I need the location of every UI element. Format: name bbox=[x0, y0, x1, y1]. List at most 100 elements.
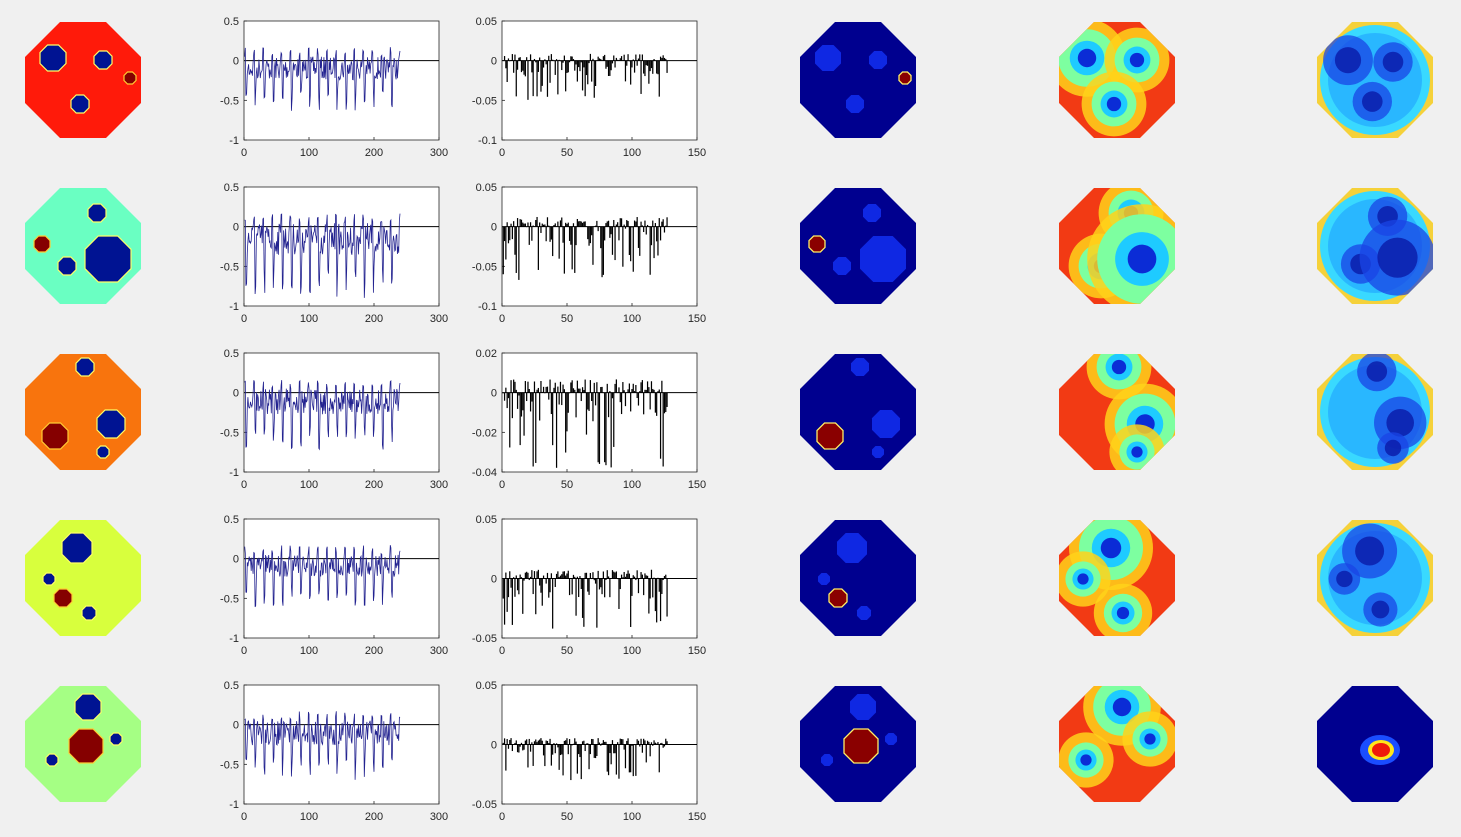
difference-bar bbox=[544, 744, 546, 767]
difference-bar bbox=[567, 60, 569, 73]
difference-bar bbox=[635, 744, 637, 776]
difference-bar bbox=[533, 571, 536, 579]
difference-bar bbox=[507, 58, 510, 61]
difference-bar bbox=[532, 744, 534, 766]
difference-bar bbox=[503, 392, 506, 401]
difference-bar bbox=[550, 226, 552, 240]
difference-bar bbox=[666, 60, 668, 73]
inclusion bbox=[857, 606, 871, 620]
difference-bar bbox=[637, 392, 640, 406]
difference-bar bbox=[571, 744, 573, 746]
difference-bar bbox=[523, 392, 525, 436]
difference-bar bbox=[593, 60, 595, 98]
difference-bar bbox=[601, 578, 603, 595]
y-tick-label: -0.5 bbox=[220, 593, 239, 605]
blob bbox=[1362, 91, 1383, 112]
x-tick-label: 200 bbox=[365, 645, 383, 657]
difference-bar bbox=[654, 742, 656, 745]
difference-bar bbox=[604, 226, 606, 241]
difference-bar bbox=[636, 60, 638, 66]
difference-bar bbox=[570, 382, 572, 393]
difference-bar bbox=[644, 220, 646, 227]
difference-bar bbox=[570, 226, 572, 245]
x-tick-label: 200 bbox=[365, 147, 383, 159]
difference-bar bbox=[576, 218, 578, 227]
difference-bar bbox=[645, 60, 647, 66]
difference-bar bbox=[528, 738, 530, 745]
difference-bar bbox=[588, 226, 590, 246]
difference-bar bbox=[663, 576, 666, 579]
difference-bar bbox=[589, 53, 591, 61]
difference-bar bbox=[575, 226, 577, 246]
difference-bar bbox=[579, 221, 581, 227]
difference-bar bbox=[531, 570, 533, 579]
difference-bar bbox=[661, 221, 663, 227]
x-tick-label: 0 bbox=[499, 479, 505, 491]
difference-bar bbox=[618, 387, 620, 393]
inclusion bbox=[863, 204, 881, 222]
y-tick-label: 0 bbox=[233, 388, 239, 400]
difference-bar bbox=[519, 392, 521, 446]
difference-bar bbox=[529, 576, 532, 579]
difference-bar bbox=[657, 742, 659, 745]
difference-bar bbox=[609, 744, 611, 754]
difference-bar bbox=[552, 744, 554, 755]
difference-bar bbox=[602, 226, 604, 275]
difference-bar bbox=[649, 226, 651, 275]
difference-bar bbox=[597, 392, 599, 463]
inclusion bbox=[75, 357, 95, 377]
x-tick-label: 100 bbox=[300, 811, 318, 823]
blob bbox=[1336, 570, 1353, 588]
difference-bar bbox=[554, 382, 556, 393]
difference-bar bbox=[662, 744, 664, 748]
difference-bar bbox=[662, 392, 664, 467]
difference-bar bbox=[640, 60, 642, 94]
difference-bar bbox=[592, 392, 594, 422]
difference-bar bbox=[574, 389, 576, 393]
difference-bar bbox=[627, 570, 629, 579]
difference-bar bbox=[575, 60, 577, 65]
difference-bar bbox=[636, 217, 638, 227]
difference-bar bbox=[593, 578, 595, 581]
inclusion bbox=[828, 588, 848, 608]
difference-bar bbox=[502, 742, 504, 745]
difference-bar bbox=[502, 60, 504, 61]
difference-bar bbox=[578, 60, 580, 68]
difference-bar bbox=[607, 392, 610, 418]
difference-bar bbox=[555, 573, 558, 579]
difference-bar bbox=[515, 60, 517, 97]
y-tick-label: 0.05 bbox=[476, 680, 497, 692]
difference-bar bbox=[514, 226, 516, 255]
blob bbox=[1077, 48, 1097, 68]
difference-bar bbox=[615, 224, 617, 227]
difference-bar bbox=[653, 59, 655, 61]
difference-bar bbox=[522, 578, 524, 614]
difference-bar bbox=[544, 578, 546, 580]
difference-bar bbox=[510, 380, 512, 393]
difference-bar bbox=[623, 54, 625, 61]
difference-bar bbox=[572, 574, 575, 579]
difference-bar bbox=[632, 226, 634, 272]
difference-bar bbox=[644, 389, 646, 393]
difference-bar bbox=[549, 578, 551, 593]
difference-bar bbox=[537, 387, 539, 393]
difference-bar bbox=[531, 392, 533, 402]
difference-bar bbox=[615, 571, 617, 579]
x-tick-label: 300 bbox=[430, 313, 448, 325]
difference-bar bbox=[511, 578, 513, 625]
difference-bar bbox=[584, 379, 586, 393]
difference-bar bbox=[605, 60, 607, 69]
difference-bar bbox=[636, 392, 638, 398]
difference-bar bbox=[633, 220, 636, 227]
difference-bar bbox=[619, 218, 621, 227]
difference-bar bbox=[561, 392, 563, 406]
difference-bar bbox=[597, 570, 599, 579]
difference-bar bbox=[572, 59, 575, 61]
difference-bar bbox=[646, 224, 649, 227]
difference-bar bbox=[581, 222, 584, 227]
reconstruction-background bbox=[800, 22, 916, 138]
difference-bar bbox=[520, 392, 523, 417]
reconstruction-c-row-4 bbox=[1317, 520, 1433, 636]
reconstruction-b-row-3 bbox=[1059, 354, 1175, 470]
y-tick-label: -0.5 bbox=[220, 95, 239, 107]
